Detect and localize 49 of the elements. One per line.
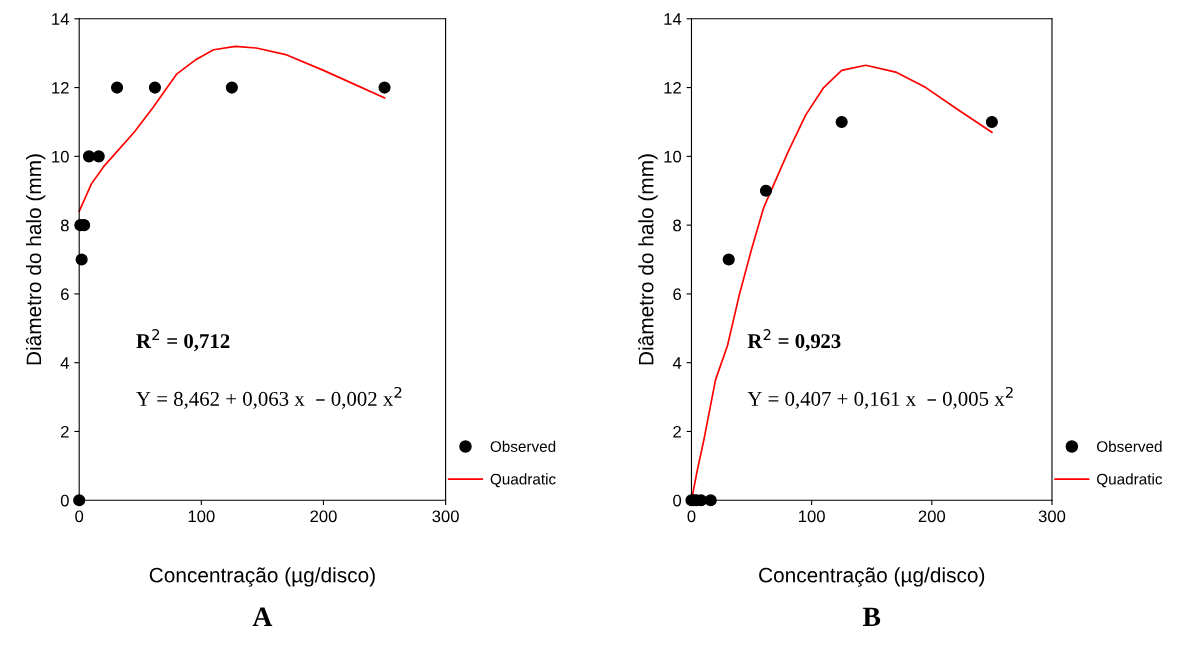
y-tick-label: 12 (52, 81, 69, 94)
point (835, 115, 848, 129)
x-tick-label: 200 (918, 510, 946, 523)
y-axis-title: Diâmetro do halo (mm) (638, 154, 658, 365)
point (985, 115, 998, 129)
annotation: Y = 0,407 + 0,161 x – 0,005 x$^{2}$ (747, 386, 1013, 409)
text: A (252, 607, 273, 626)
legend-label: Observed (490, 440, 556, 452)
y-axis-title: Diâmetro do halo (mm) (25, 154, 46, 365)
y-tick-label: 8 (673, 219, 682, 232)
y-tick-label: 4 (672, 357, 682, 369)
x-tick-label: 200 (310, 510, 337, 523)
x-tick-label: 300 (432, 510, 459, 523)
annotation: Y = 8,462 + 0,063 x – 0,002 x$^{2}$ (136, 386, 402, 409)
legend-label: Quadratic (490, 473, 556, 488)
y-tick-label: 2 (61, 425, 69, 438)
legend-label: Observed (1097, 440, 1162, 452)
legend-label: Quadratic (1097, 473, 1163, 488)
x-axis-title: Concentração (µg/disco) (149, 567, 375, 587)
y-tick-label: 10 (664, 150, 682, 163)
point (73, 494, 86, 507)
point (722, 253, 735, 266)
y-tick-label: 8 (60, 219, 69, 232)
line-series (78, 45, 386, 213)
x-tick-label: 100 (799, 510, 825, 523)
annotation: R$^{2}$ = 0,712 (136, 329, 230, 352)
y-tick-label: 10 (52, 150, 69, 163)
y-tick-label: 14 (664, 13, 682, 25)
x-tick-label: 100 (188, 510, 215, 523)
y-tick-label: 14 (52, 13, 69, 25)
x-tick-label: 0 (75, 510, 84, 523)
y-tick-label: 0 (673, 494, 682, 507)
point (759, 184, 773, 197)
y-tick-label: 6 (61, 288, 69, 301)
y-tick-label: 2 (673, 425, 681, 438)
y-tick-label: 4 (60, 357, 69, 369)
x-axis-title: Concentração (µg/disco) (759, 567, 985, 587)
point (110, 81, 124, 94)
annotation: R$^{2}$ = 0,923 (747, 329, 841, 352)
point (148, 81, 161, 94)
text: B (862, 607, 881, 626)
point (75, 253, 88, 266)
y-tick-label: 6 (673, 288, 682, 301)
point (378, 81, 391, 94)
x-tick-label: 300 (1038, 510, 1066, 523)
y-tick-label: 12 (664, 81, 681, 94)
x-tick-label: 0 (687, 510, 696, 523)
point (225, 81, 238, 94)
y-tick-label: 0 (60, 494, 69, 507)
